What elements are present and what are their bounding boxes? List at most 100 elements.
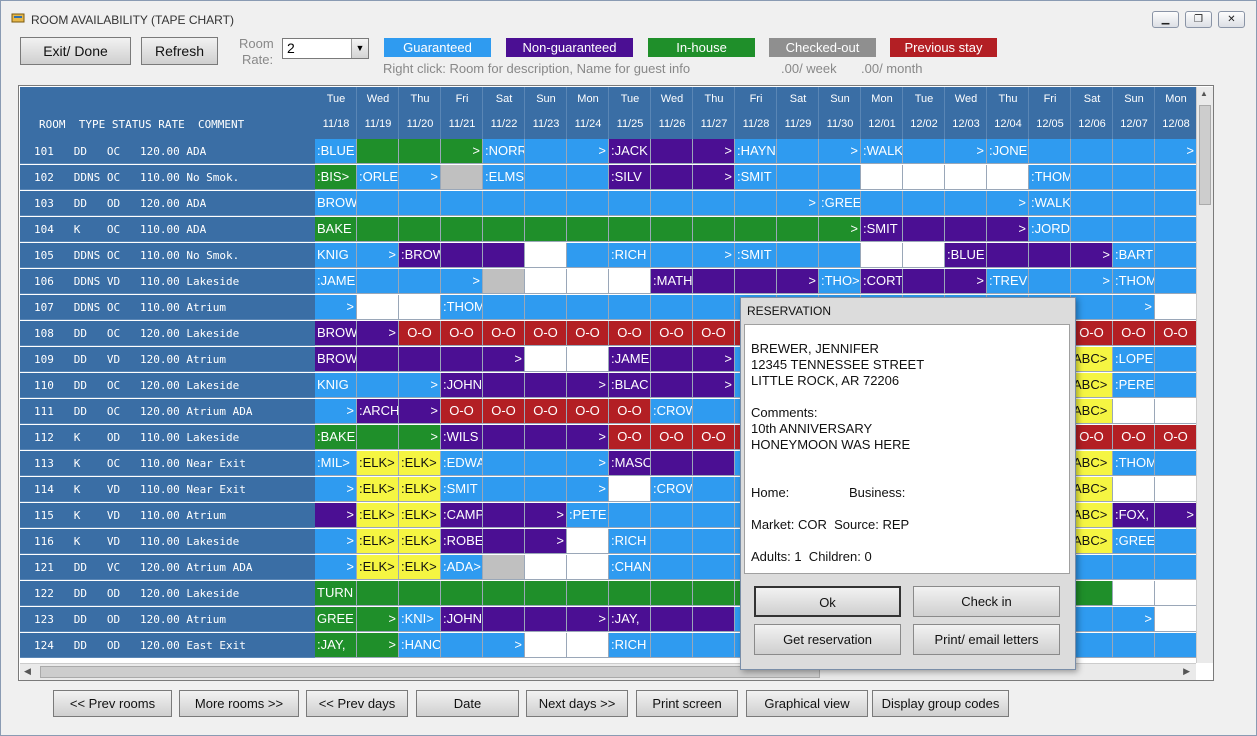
day-header[interactable]: Tue 11/18: [315, 87, 357, 139]
booking-cell[interactable]: [525, 581, 567, 606]
booking-cell[interactable]: [1071, 607, 1113, 632]
booking-cell[interactable]: >: [1071, 269, 1113, 294]
day-header[interactable]: Sun 11/30: [819, 87, 861, 139]
booking-cell[interactable]: [1155, 191, 1197, 216]
booking-cell[interactable]: :RICH: [609, 633, 651, 658]
booking-cell[interactable]: [525, 451, 567, 476]
booking-cell[interactable]: [1155, 217, 1197, 242]
room-row-label[interactable]: 115 K VD 110.00 Atrium: [20, 503, 315, 528]
booking-cell[interactable]: :THOM: [1113, 451, 1155, 476]
booking-cell[interactable]: :ELK>: [399, 555, 441, 580]
get-reservation-button[interactable]: Get reservation: [754, 624, 901, 655]
booking-cell[interactable]: KNIG: [315, 373, 357, 398]
booking-cell[interactable]: >: [987, 217, 1029, 242]
booking-cell[interactable]: [1113, 165, 1155, 190]
booking-cell[interactable]: [693, 217, 735, 242]
booking-cell[interactable]: [693, 503, 735, 528]
booking-cell[interactable]: >: [567, 139, 609, 164]
day-header[interactable]: Fri 11/28: [735, 87, 777, 139]
booking-cell[interactable]: [483, 477, 525, 502]
booking-cell[interactable]: [651, 607, 693, 632]
booking-cell[interactable]: [777, 217, 819, 242]
day-header[interactable]: Wed 12/03: [945, 87, 987, 139]
booking-cell[interactable]: :PETE: [567, 503, 609, 528]
booking-cell[interactable]: [567, 217, 609, 242]
booking-cell[interactable]: [567, 347, 609, 372]
booking-cell[interactable]: [609, 477, 651, 502]
booking-cell[interactable]: GREE: [315, 607, 357, 632]
booking-cell[interactable]: :CROW: [651, 477, 693, 502]
booking-cell[interactable]: O-O: [483, 399, 525, 424]
booking-cell[interactable]: [525, 269, 567, 294]
booking-cell[interactable]: [651, 555, 693, 580]
booking-cell[interactable]: :ELK>: [357, 529, 399, 554]
booking-cell[interactable]: [693, 399, 735, 424]
booking-cell[interactable]: [567, 243, 609, 268]
booking-cell[interactable]: O-O: [1071, 425, 1113, 450]
booking-cell[interactable]: ABC>: [1071, 529, 1113, 554]
booking-cell[interactable]: :RICH: [609, 243, 651, 268]
booking-cell[interactable]: :CORT: [861, 269, 903, 294]
booking-cell[interactable]: [903, 191, 945, 216]
booking-cell[interactable]: >: [525, 529, 567, 554]
booking-cell[interactable]: [609, 269, 651, 294]
day-header[interactable]: Sun 12/07: [1113, 87, 1155, 139]
booking-cell[interactable]: [1071, 139, 1113, 164]
booking-cell[interactable]: [735, 217, 777, 242]
booking-cell[interactable]: [609, 295, 651, 320]
day-header[interactable]: Tue 11/25: [609, 87, 651, 139]
booking-cell[interactable]: [651, 451, 693, 476]
booking-cell[interactable]: [1113, 217, 1155, 242]
booking-cell[interactable]: :WILS: [441, 425, 483, 450]
booking-cell[interactable]: :ORLE: [357, 165, 399, 190]
booking-cell[interactable]: [567, 165, 609, 190]
room-row-label[interactable]: 102 DDNS OC 110.00 No Smok.: [20, 165, 315, 190]
booking-cell[interactable]: [1155, 243, 1197, 268]
booking-cell[interactable]: [525, 607, 567, 632]
booking-cell[interactable]: [609, 217, 651, 242]
booking-cell[interactable]: :MATH: [651, 269, 693, 294]
booking-cell[interactable]: >: [483, 347, 525, 372]
booking-cell[interactable]: [399, 217, 441, 242]
booking-cell[interactable]: :EDWA: [441, 451, 483, 476]
booking-cell[interactable]: [693, 477, 735, 502]
booking-cell[interactable]: >: [315, 399, 357, 424]
booking-cell[interactable]: [525, 217, 567, 242]
booking-cell[interactable]: [399, 347, 441, 372]
booking-cell[interactable]: [483, 269, 525, 294]
booking-cell[interactable]: [1155, 477, 1197, 502]
booking-cell[interactable]: [1155, 529, 1197, 554]
booking-cell[interactable]: :JAY,: [609, 607, 651, 632]
booking-cell[interactable]: [1071, 295, 1113, 320]
booking-cell[interactable]: >: [567, 373, 609, 398]
booking-cell[interactable]: [483, 373, 525, 398]
day-header[interactable]: Fri 11/21: [441, 87, 483, 139]
booking-cell[interactable]: [483, 555, 525, 580]
booking-cell[interactable]: [483, 217, 525, 242]
booking-cell[interactable]: :ELK>: [357, 555, 399, 580]
booking-cell[interactable]: [693, 451, 735, 476]
booking-cell[interactable]: :BAKE: [315, 425, 357, 450]
booking-cell[interactable]: [1155, 451, 1197, 476]
booking-cell[interactable]: :ELK>: [399, 451, 441, 476]
booking-cell[interactable]: BAKE: [315, 217, 357, 242]
booking-cell[interactable]: :GREE: [819, 191, 861, 216]
room-row-label[interactable]: 105 DDNS OC 110.00 No Smok.: [20, 243, 315, 268]
booking-cell[interactable]: [903, 139, 945, 164]
booking-cell[interactable]: O-O: [567, 321, 609, 346]
booking-cell[interactable]: :SMIT: [735, 165, 777, 190]
booking-cell[interactable]: [987, 243, 1029, 268]
booking-cell[interactable]: :WALK: [1029, 191, 1071, 216]
booking-cell[interactable]: >: [1113, 295, 1155, 320]
booking-cell[interactable]: [1071, 581, 1113, 606]
booking-cell[interactable]: [861, 243, 903, 268]
booking-cell[interactable]: >: [567, 477, 609, 502]
booking-cell[interactable]: [441, 191, 483, 216]
booking-cell[interactable]: [693, 607, 735, 632]
booking-cell[interactable]: [987, 165, 1029, 190]
room-row-label[interactable]: 103 DD OD 120.00 ADA: [20, 191, 315, 216]
booking-cell[interactable]: >: [1155, 139, 1197, 164]
booking-cell[interactable]: :TREV: [987, 269, 1029, 294]
booking-cell[interactable]: ABC>: [1071, 373, 1113, 398]
booking-cell[interactable]: :ELMS: [483, 165, 525, 190]
